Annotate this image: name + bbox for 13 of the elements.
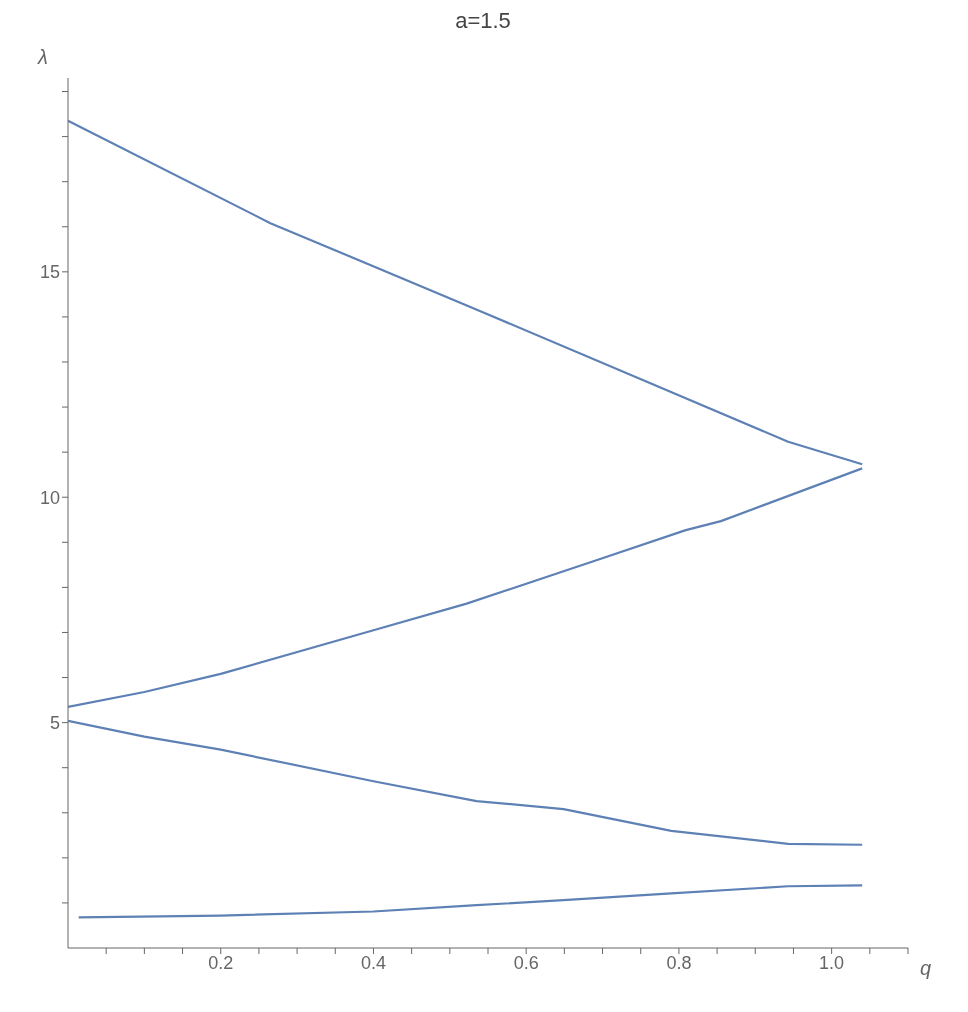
y-tick-label: 5 bbox=[49, 713, 60, 733]
y-tick-label: 10 bbox=[39, 487, 60, 508]
y-tick-label: 15 bbox=[39, 262, 60, 283]
x-tick-label: 0.6 bbox=[513, 952, 539, 973]
chart-title: a=1.5 bbox=[454, 8, 512, 35]
line-series bbox=[77, 884, 864, 919]
x-tick-label: 0.4 bbox=[360, 952, 386, 973]
x-tick-label: 0.8 bbox=[666, 952, 692, 973]
x-axis-title: q bbox=[920, 957, 932, 980]
x-tick-label: 1.0 bbox=[819, 952, 845, 973]
x-tick-label: 0.2 bbox=[208, 952, 234, 973]
line-series bbox=[68, 719, 864, 846]
y-axis-title: λ bbox=[37, 46, 48, 68]
